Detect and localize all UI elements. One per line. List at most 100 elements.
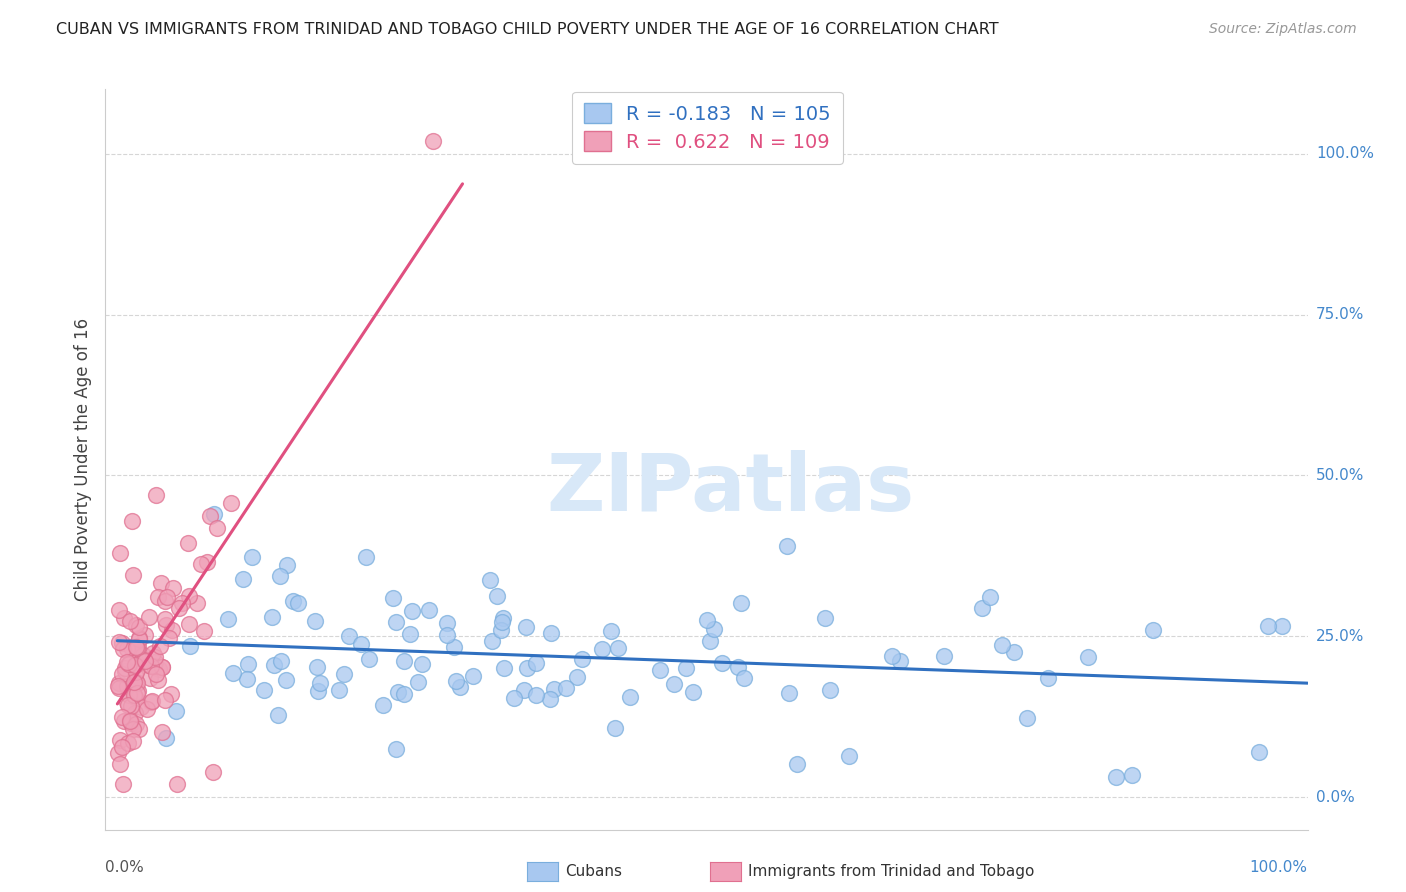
Point — [305, 660, 328, 674]
Point — [108, 635, 131, 649]
Point — [110, 666, 132, 681]
Point — [219, 496, 242, 510]
Point — [132, 652, 155, 666]
Point — [232, 572, 254, 586]
Point — [479, 573, 502, 587]
Point — [1105, 770, 1128, 784]
Point — [880, 648, 903, 663]
Point — [136, 702, 159, 716]
Point — [889, 654, 911, 668]
Text: 25.0%: 25.0% — [1316, 629, 1364, 644]
Point — [153, 594, 176, 608]
Point — [128, 723, 150, 737]
Point — [384, 615, 406, 630]
Point — [236, 657, 259, 672]
Point — [112, 611, 135, 625]
Point — [710, 656, 733, 670]
Point — [287, 596, 309, 610]
Point — [274, 673, 297, 687]
Point — [128, 620, 150, 634]
Point — [124, 690, 146, 704]
Point — [111, 710, 134, 724]
Point — [142, 646, 165, 660]
Point — [778, 686, 800, 700]
Point — [117, 736, 139, 750]
Point — [350, 637, 373, 651]
Point — [436, 627, 458, 641]
Point — [281, 594, 304, 608]
Point — [122, 723, 145, 737]
Point — [217, 612, 239, 626]
Point — [145, 488, 167, 502]
Point — [107, 603, 129, 617]
Point — [110, 756, 132, 771]
Point — [150, 659, 173, 673]
Point — [516, 661, 538, 675]
Point — [979, 591, 1001, 605]
Point — [125, 686, 148, 700]
Point — [202, 507, 225, 521]
Point — [675, 661, 697, 675]
Point — [179, 639, 201, 653]
Point — [121, 514, 143, 528]
Point — [357, 652, 380, 666]
Point — [1249, 745, 1271, 759]
Point — [148, 662, 170, 676]
Point — [138, 610, 160, 624]
Point — [1002, 645, 1025, 659]
Point — [422, 134, 444, 148]
Point — [606, 640, 628, 655]
Point — [600, 624, 623, 638]
Point — [1015, 711, 1038, 725]
Point — [252, 682, 274, 697]
Point — [991, 638, 1014, 652]
Point — [727, 660, 749, 674]
Point — [141, 695, 163, 709]
Point — [146, 673, 169, 688]
Point — [494, 661, 516, 675]
Point — [143, 650, 166, 665]
Point — [165, 704, 187, 718]
Point — [124, 668, 146, 682]
Point — [143, 658, 166, 673]
Point — [263, 657, 285, 672]
Point — [387, 684, 409, 698]
Point — [134, 627, 156, 641]
Point — [491, 615, 513, 629]
Point — [276, 558, 298, 573]
Point — [385, 741, 408, 756]
Point — [117, 698, 139, 712]
Point — [160, 687, 183, 701]
Point — [145, 667, 167, 681]
Point — [115, 655, 138, 669]
Point — [398, 627, 420, 641]
Point — [443, 640, 465, 654]
Point — [571, 652, 593, 666]
Point — [129, 699, 152, 714]
Point — [328, 682, 350, 697]
Point — [392, 654, 415, 668]
Point — [117, 688, 139, 702]
Point — [160, 624, 183, 638]
Point — [333, 667, 356, 681]
Point — [128, 631, 150, 645]
Point — [162, 581, 184, 595]
Point — [152, 725, 174, 739]
Point — [150, 659, 173, 673]
Point — [108, 681, 131, 695]
Point — [155, 693, 177, 707]
Text: Cubans: Cubans — [565, 864, 623, 879]
Point — [411, 657, 433, 672]
Point — [125, 676, 148, 690]
Point — [117, 657, 139, 672]
Point — [127, 684, 149, 698]
Point — [120, 714, 142, 728]
Point — [110, 635, 132, 649]
Point — [786, 757, 808, 772]
Point — [538, 692, 561, 706]
Point — [270, 654, 292, 668]
Point — [149, 639, 172, 653]
Point — [172, 596, 194, 610]
Point — [149, 575, 172, 590]
Point — [1257, 618, 1279, 632]
